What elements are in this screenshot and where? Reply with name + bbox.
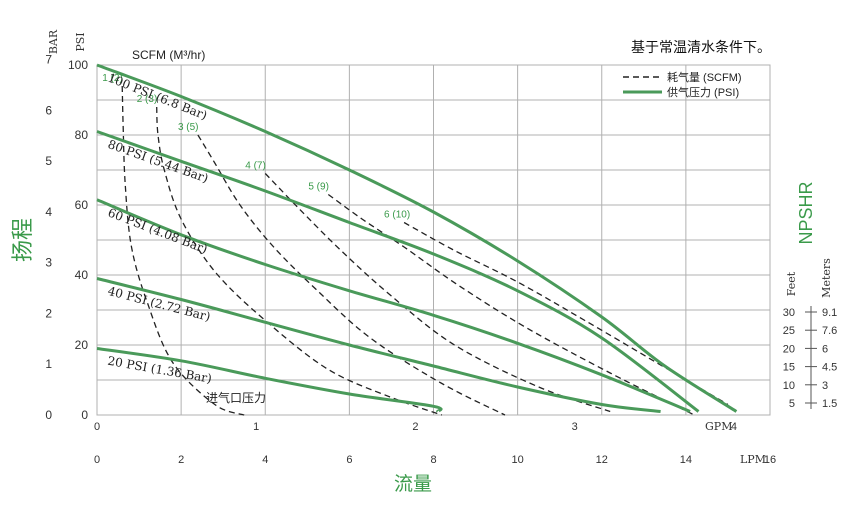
gpm-tick-label: 1 xyxy=(253,421,259,433)
gpm-tick-label: 2 xyxy=(412,421,418,433)
air-consumption-label: 6 (10) xyxy=(384,210,410,221)
bar-tick-label: 2 xyxy=(45,306,52,320)
psi-ticks: 0 20 40 60 80 100 xyxy=(68,58,88,422)
meters-tick-label: 6 xyxy=(822,343,828,355)
feet-tick-label: 25 xyxy=(783,325,795,337)
feet-tick-label: 15 xyxy=(783,362,795,374)
psi-tick-label: 40 xyxy=(75,268,89,282)
feet-tick-label: 20 xyxy=(783,343,795,355)
psi-tick-label: 0 xyxy=(81,408,88,422)
meters-tick-label: 7.6 xyxy=(822,325,837,337)
lpm-ticks: 0 2 4 6 8 10 12 14 16 xyxy=(94,454,776,466)
lpm-tick-label: 6 xyxy=(346,454,352,466)
lpm-tick-label: 8 xyxy=(430,454,436,466)
air-consumption-curve xyxy=(197,134,506,416)
air-consumption-curve xyxy=(327,193,695,416)
air-consumption-curve xyxy=(264,173,611,413)
bar-tick-label: 5 xyxy=(45,154,52,168)
meters-tick-label: 9.1 xyxy=(822,307,837,319)
air-consumption-curve xyxy=(156,106,443,416)
meters-axis-label: Meters xyxy=(820,258,833,298)
pressure-curve xyxy=(96,130,700,413)
lpm-tick-label: 16 xyxy=(764,454,776,466)
lpm-unit-label: LPM xyxy=(740,453,766,466)
psi-tick-label: 20 xyxy=(75,338,89,352)
feet-tick-label: 30 xyxy=(783,307,795,319)
pressure-curve-label: 80 PSI (5.44 Bar) xyxy=(106,137,210,185)
air-consumption-curve xyxy=(121,85,245,416)
bar-tick-label: 3 xyxy=(45,256,52,270)
legend-supply-pressure: 供气压力 (PSI) xyxy=(667,85,739,99)
air-inlet-pressure-label: 进气口压力 xyxy=(206,390,266,405)
gpm-tick-label: 4 xyxy=(731,421,737,433)
meters-tick-label: 3 xyxy=(822,380,828,392)
pressure-curve-label: 100 PSI (6.8 Bar) xyxy=(106,71,209,123)
lpm-tick-label: 12 xyxy=(596,454,608,466)
pressure-labels: 100 PSI (6.8 Bar) 80 PSI (5.44 Bar) 60 PSI… xyxy=(106,71,213,386)
lpm-tick-label: 10 xyxy=(512,454,524,466)
legend: 耗气量 (SCFM) 供气压力 (PSI) xyxy=(623,70,742,99)
bar-tick-label: 1 xyxy=(45,357,52,371)
bar-tick-label: 0 xyxy=(45,408,52,422)
scfm-header: SCFM (M³/hr) xyxy=(132,48,205,62)
pressure-curve xyxy=(96,347,443,413)
lpm-tick-label: 4 xyxy=(262,454,268,466)
air-consumption-label: 4 (7) xyxy=(245,161,266,172)
gpm-ticks: 0 1 2 3 4 xyxy=(94,421,737,433)
pressure-lines xyxy=(96,63,738,413)
bar-tick-label: 7 xyxy=(45,53,52,67)
air-consumption-label: 1 (2) xyxy=(102,73,123,84)
meters-tick-label: 4.5 xyxy=(822,362,837,374)
pressure-curve-label: 60 PSI (4.08 Bar) xyxy=(106,205,210,256)
psi-axis-label: PSI xyxy=(74,32,87,51)
flow-axis-label: 流量 xyxy=(394,473,432,495)
lpm-tick-label: 2 xyxy=(178,454,184,466)
condition-note: 基于常温清水条件下。 xyxy=(631,39,771,55)
npshr-ticks: 30 9.1 25 7.6 20 6 15 4.5 10 3 5 1.5 xyxy=(783,307,838,410)
npshr-axis-label: NPSHR xyxy=(796,181,816,244)
feet-tick-label: 10 xyxy=(783,380,795,392)
air-consumption-label: 5 (9) xyxy=(308,182,329,193)
feet-tick-label: 5 xyxy=(789,398,795,410)
psi-tick-label: 80 xyxy=(75,128,89,142)
bar-tick-label: 4 xyxy=(45,205,52,219)
lpm-tick-label: 14 xyxy=(680,454,692,466)
air-consumption-label: 3 (5) xyxy=(178,122,199,133)
feet-axis-label: Feet xyxy=(785,271,798,296)
pressure-curve xyxy=(96,277,661,413)
head-axis-label: 扬程 xyxy=(10,218,35,262)
pressure-curve xyxy=(96,198,691,413)
bar-tick-label: 6 xyxy=(45,103,52,117)
meters-tick-label: 1.5 xyxy=(822,398,837,410)
gpm-tick-label: 3 xyxy=(572,421,578,433)
pressure-curve xyxy=(96,63,738,413)
gpm-unit-label: GPM xyxy=(705,420,732,433)
air-consumption-label: 2 (3) xyxy=(137,94,158,105)
bar-axis-label: BAR xyxy=(47,29,60,54)
psi-tick-label: 60 xyxy=(75,198,89,212)
legend-air-consumption: 耗气量 (SCFM) xyxy=(667,70,742,84)
lpm-tick-label: 0 xyxy=(94,454,100,466)
psi-tick-label: 100 xyxy=(68,58,88,72)
air-consumption-labels: 1 (2) 2 (3) 3 (5) 4 (7) 5 (9) 6 (10) xyxy=(102,73,410,221)
gpm-tick-label: 0 xyxy=(94,421,100,433)
bar-ticks: 0 1 2 3 4 5 6 7 xyxy=(45,53,52,422)
